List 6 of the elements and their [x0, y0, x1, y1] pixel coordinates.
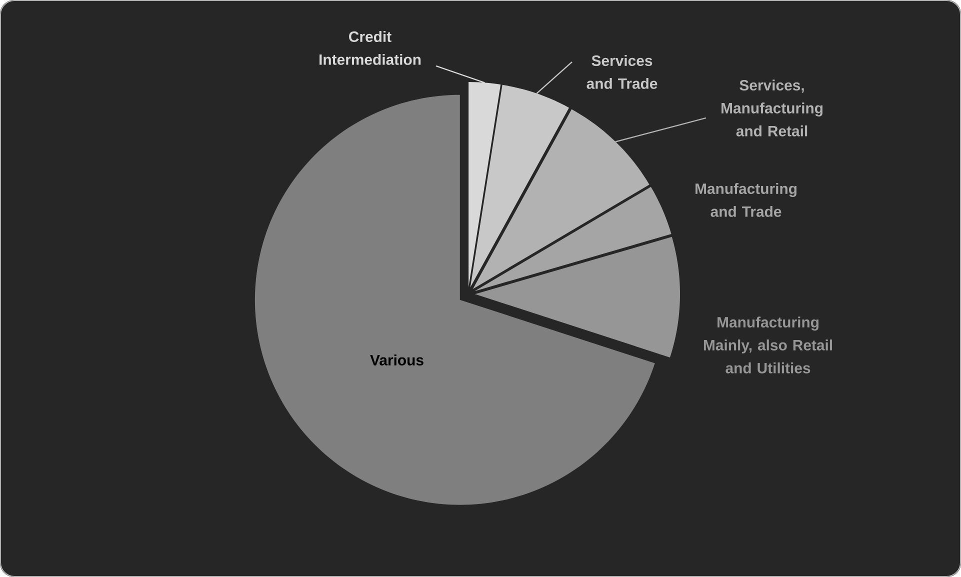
- slice-label: Services, Manufacturing and Retail: [722, 80, 822, 136]
- slice-label: Services and Trade: [586, 55, 658, 89]
- slice-label: Various: [370, 354, 424, 366]
- slice-label: Manufacturing and Trade: [696, 183, 796, 217]
- slice-label: Manufacturing Mainly, also Retail and Utilities: [704, 316, 832, 374]
- slice-label: Credit Intermediation: [320, 31, 421, 65]
